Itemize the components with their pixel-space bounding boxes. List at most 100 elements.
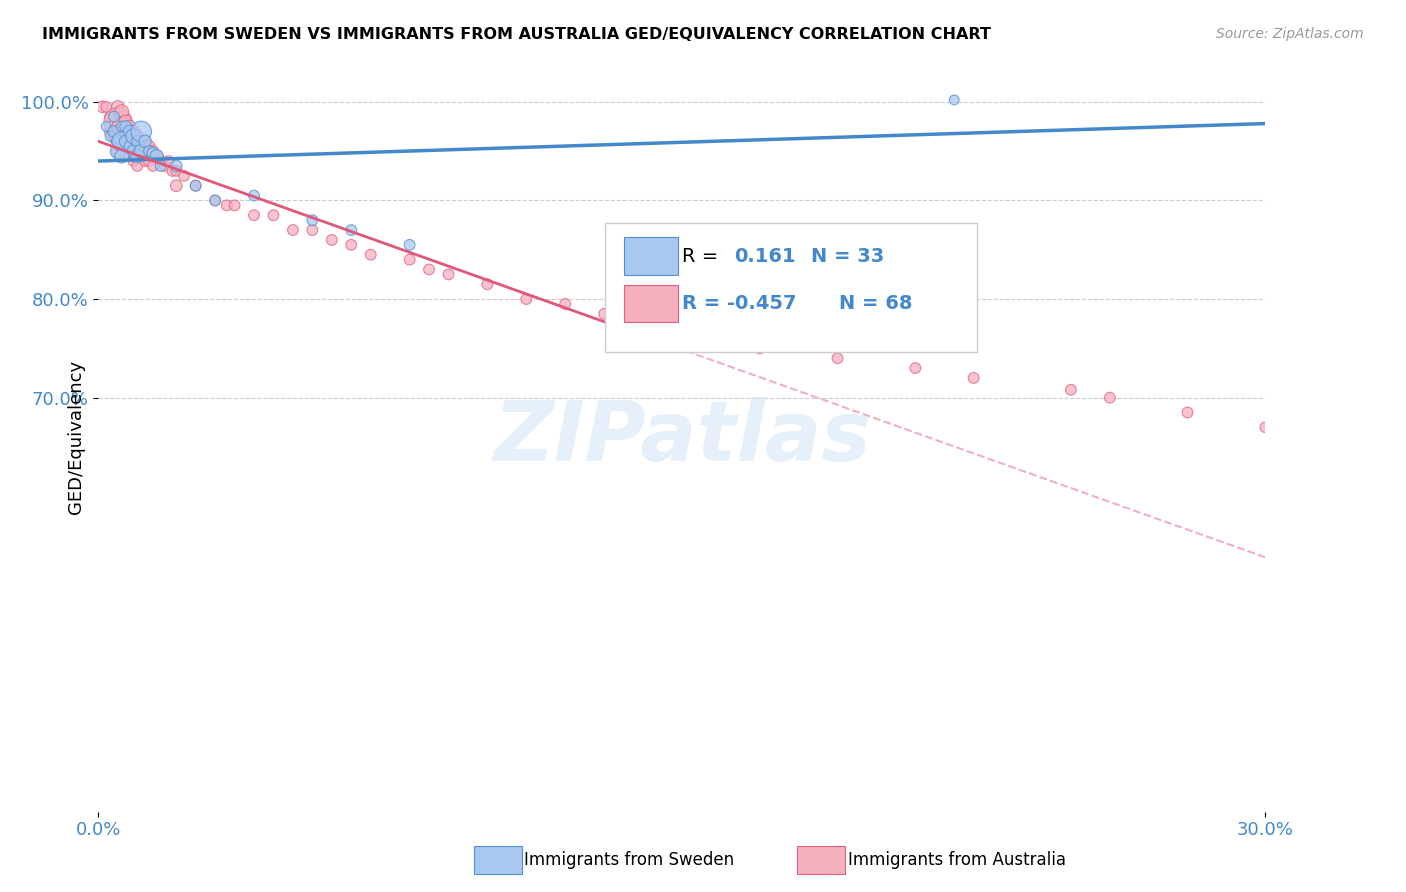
Point	[149, 154, 172, 169]
Point	[127, 129, 149, 144]
Point	[111, 120, 134, 134]
Point	[107, 134, 129, 148]
Point	[157, 154, 180, 169]
Point	[360, 248, 382, 262]
Point	[107, 129, 129, 144]
Point	[215, 198, 238, 212]
Text: R =: R =	[682, 246, 718, 266]
Point	[107, 114, 129, 128]
Point	[281, 223, 304, 237]
Point	[107, 144, 129, 158]
Point	[111, 134, 134, 148]
Point	[827, 351, 849, 366]
Point	[204, 194, 226, 208]
Point	[224, 198, 246, 212]
Point	[122, 144, 145, 158]
Point	[142, 146, 165, 161]
Point	[1254, 420, 1277, 434]
Point	[204, 194, 226, 208]
Point	[98, 110, 121, 124]
Text: N = 33: N = 33	[811, 246, 884, 266]
Point	[340, 237, 363, 252]
Point	[114, 134, 136, 148]
Y-axis label: GED/Equivalency: GED/Equivalency	[66, 360, 84, 514]
Point	[593, 307, 616, 321]
Point	[111, 120, 134, 134]
Point	[129, 149, 152, 163]
Point	[122, 154, 145, 169]
Point	[1098, 391, 1121, 405]
Point	[114, 114, 136, 128]
Point	[114, 120, 136, 134]
Point	[122, 129, 145, 144]
Point	[631, 317, 654, 331]
Point	[127, 159, 149, 173]
Point	[134, 134, 156, 148]
Point	[943, 93, 966, 107]
Point	[153, 159, 176, 173]
Point	[301, 213, 323, 227]
Point	[118, 139, 141, 153]
Point	[142, 144, 165, 158]
Point	[111, 149, 134, 163]
Point	[118, 124, 141, 138]
Point	[162, 164, 184, 178]
Point	[184, 178, 207, 193]
Point	[165, 159, 187, 173]
Text: Source: ZipAtlas.com: Source: ZipAtlas.com	[1216, 27, 1364, 41]
Point	[437, 268, 460, 282]
Text: Immigrants from Sweden: Immigrants from Sweden	[524, 851, 734, 869]
Point	[129, 124, 152, 138]
Point	[146, 149, 169, 163]
Point	[184, 178, 207, 193]
Point	[127, 149, 149, 163]
Point	[515, 292, 537, 306]
Point	[243, 188, 266, 202]
Point	[122, 139, 145, 153]
Point	[165, 164, 187, 178]
Point	[904, 361, 927, 376]
Text: R = -0.457: R = -0.457	[682, 293, 796, 313]
Point	[111, 104, 134, 119]
Point	[962, 371, 984, 385]
Point	[96, 100, 118, 114]
Point	[398, 237, 420, 252]
Point	[554, 297, 576, 311]
Point	[262, 208, 284, 222]
Point	[173, 169, 195, 183]
Point	[98, 129, 121, 144]
Point	[118, 134, 141, 148]
Point	[243, 208, 266, 222]
Point	[748, 342, 770, 356]
Point	[321, 233, 343, 247]
Point	[103, 110, 125, 124]
Point	[134, 154, 156, 169]
Point	[127, 144, 149, 158]
Point	[165, 178, 187, 193]
Point	[111, 134, 134, 148]
Text: 0.161: 0.161	[734, 246, 796, 266]
Point	[103, 124, 125, 138]
Point	[129, 134, 152, 148]
Point	[418, 262, 440, 277]
Point	[134, 134, 156, 148]
Point	[118, 149, 141, 163]
Point	[103, 129, 125, 144]
Point	[146, 149, 169, 163]
Point	[138, 154, 160, 169]
Point	[149, 159, 172, 173]
Point	[122, 124, 145, 138]
Point	[477, 277, 499, 292]
Point	[98, 124, 121, 138]
Text: IMMIGRANTS FROM SWEDEN VS IMMIGRANTS FROM AUSTRALIA GED/EQUIVALENCY CORRELATION : IMMIGRANTS FROM SWEDEN VS IMMIGRANTS FRO…	[42, 27, 991, 42]
Point	[103, 110, 125, 124]
Point	[301, 223, 323, 237]
Point	[96, 120, 118, 134]
Point	[107, 100, 129, 114]
Point	[138, 144, 160, 158]
Point	[1177, 405, 1199, 419]
Text: ZIPatlas: ZIPatlas	[494, 397, 870, 477]
Point	[398, 252, 420, 267]
Point	[138, 139, 160, 153]
Point	[129, 144, 152, 158]
